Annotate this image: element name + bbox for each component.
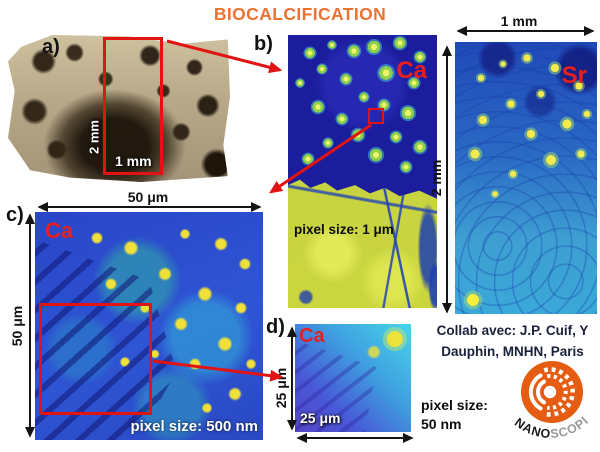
panel-sr-map: Sr xyxy=(455,42,597,314)
panel-d-element-label: Ca xyxy=(299,325,325,347)
panel-sr-element-label: Sr xyxy=(561,62,587,89)
panel-sr-left-scale: 2 mm xyxy=(428,159,444,197)
logo-center-dot-icon xyxy=(543,385,557,399)
panel-d-label: d) xyxy=(266,316,285,338)
panel-b-pixel-size: pixel size: 1 μm xyxy=(294,222,394,237)
panel-c-top-scale: 50 μm xyxy=(127,189,169,205)
panel-a-roi-rectangle xyxy=(103,37,163,175)
panel-a-horizontal-scale: 1 mm xyxy=(115,153,152,169)
logo-dashed-ring-inner-icon xyxy=(546,374,568,410)
logo-circle-icon xyxy=(521,361,583,423)
panel-c-roi-rectangle xyxy=(39,303,152,415)
panel-b-label: b) xyxy=(254,33,273,55)
panel-b-element-label: Ca xyxy=(396,57,427,84)
panel-c-ca-map: Ca pixel size: 500 nm xyxy=(35,212,263,440)
panel-d-pixel-size: pixel size: 50 nm xyxy=(421,397,488,432)
collaboration-credit: Collab avec: J.P. Cuif, Y Dauphin, MNHN,… xyxy=(436,323,589,359)
panel-d-ca-map: Ca 25 μm xyxy=(295,324,411,432)
panel-b-roi-square xyxy=(368,108,384,124)
panel-b-ca-map: Ca pixel size: 1 μm xyxy=(288,35,437,308)
logo-text-bold: NANO xyxy=(512,415,552,441)
panel-sr-top-scale: 1 mm xyxy=(500,13,538,29)
logo-dashed-ring-outer-icon xyxy=(543,367,575,417)
panel-a-vertical-scale: 2 mm xyxy=(86,120,102,154)
logo-signal-arc-outer-icon xyxy=(528,373,543,411)
logo-signal-arc-inner-icon xyxy=(536,379,546,405)
panel-c-pixel-size: pixel size: 500 nm xyxy=(130,418,258,435)
panel-c-element-label: Ca xyxy=(45,218,74,243)
panel-d-bottom-scale: 25 μm xyxy=(300,410,341,426)
panel-d-left-scale: 25 μm xyxy=(273,367,289,409)
panel-b-dense-region xyxy=(288,179,437,308)
panel-c-left-scale: 50 μm xyxy=(9,305,25,347)
slide-title: BIOCALCIFICATION xyxy=(213,4,387,24)
panel-c-label: c) xyxy=(6,204,24,226)
panel-a-label: a) xyxy=(42,36,60,58)
